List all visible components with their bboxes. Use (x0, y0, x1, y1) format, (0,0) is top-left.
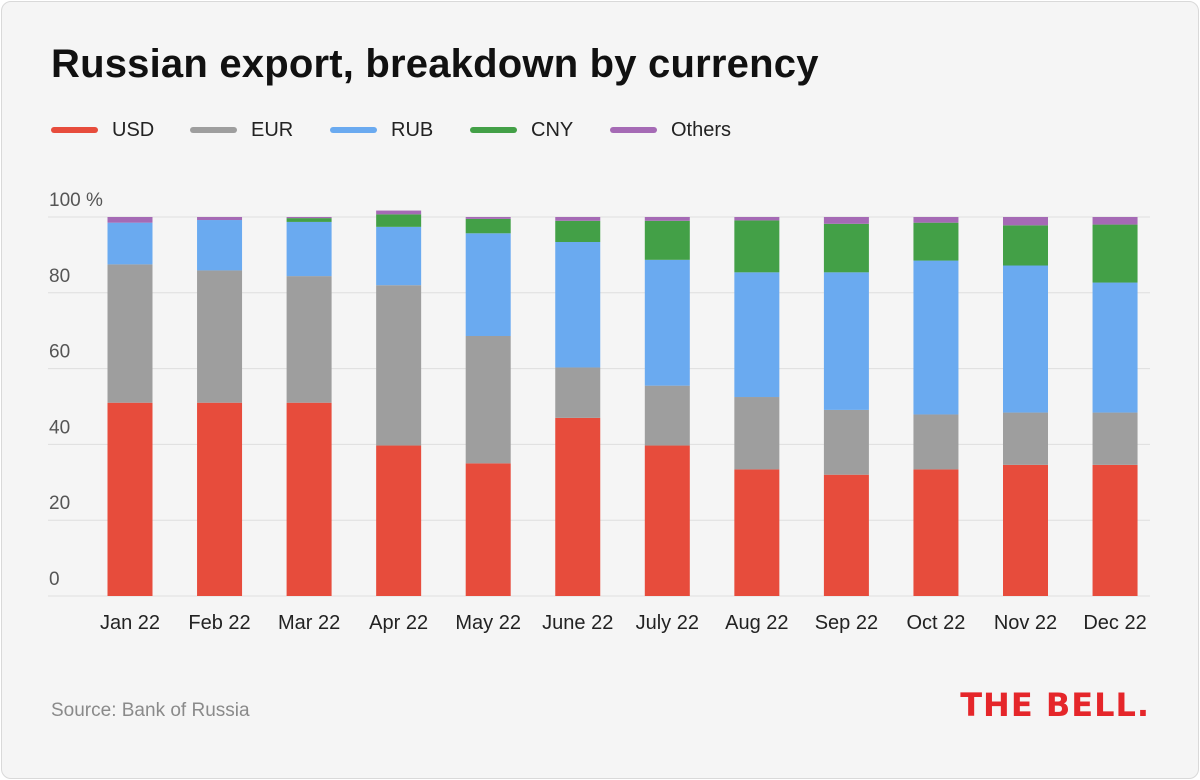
legend-label-others: Others (671, 119, 732, 141)
bar-segment-eur (465, 336, 511, 464)
x-tick-label: Nov 22 (994, 612, 1057, 634)
bar-segment-cny (1092, 224, 1138, 283)
legend-label-cny: CNY (531, 119, 574, 141)
legend-swatch-rub (330, 127, 377, 133)
x-tick-label: June 22 (542, 612, 613, 634)
bar-segment-usd (197, 402, 243, 596)
bar-segment-usd (1092, 464, 1138, 596)
bar-segment-usd (465, 463, 511, 596)
bar-segment-eur (286, 276, 332, 403)
bar-segment-cny (555, 220, 601, 243)
bar-segment-rub (913, 260, 959, 415)
bar-segment-others (197, 217, 243, 221)
bar-segment-rub (1003, 265, 1048, 413)
x-tick-label: Dec 22 (1083, 612, 1146, 634)
bar-segment-usd (376, 445, 422, 596)
bar-segment-rub (823, 272, 869, 410)
bar-segment-others (913, 217, 959, 223)
bar-segment-rub (1092, 282, 1138, 413)
legend-swatch-cny (470, 127, 517, 133)
y-tick-label: 40 (49, 417, 70, 438)
bar-segment-rub (644, 259, 690, 386)
x-tick-label: Aug 22 (725, 612, 788, 634)
bar-segment-eur (376, 285, 422, 446)
legend-swatch-eur (190, 127, 237, 133)
x-tick-label: Feb 22 (188, 612, 250, 634)
bar-segment-usd (644, 445, 690, 596)
x-tick-label: May 22 (455, 612, 521, 634)
x-tick-label: Jan 22 (100, 612, 160, 634)
bar-segment-others (734, 217, 780, 221)
bar-segment-others (644, 217, 690, 221)
bar-segment-others (107, 217, 153, 223)
bar-segment-eur (107, 264, 153, 403)
bar-segment-rub (286, 221, 332, 277)
legend-label-rub: RUB (391, 119, 434, 141)
bar-segment-cny (1003, 225, 1048, 266)
source-note: Source: Bank of Russia (51, 700, 250, 721)
legend-swatch-others (610, 127, 657, 133)
bar-segment-eur (197, 270, 243, 403)
bar-segment-eur (823, 409, 869, 475)
bar-segment-eur (1092, 412, 1138, 465)
bar-segment-others (286, 217, 332, 219)
bar-segment-usd (823, 474, 869, 596)
y-tick-label: 20 (49, 493, 70, 514)
x-tick-label: Mar 22 (278, 612, 340, 634)
bar-segment-rub (465, 233, 511, 337)
bar-segment-others (465, 217, 511, 219)
bar-segment-usd (1003, 464, 1048, 596)
y-tick-label: 80 (49, 266, 70, 287)
bar-segment-cny (376, 214, 422, 227)
bar-segment-rub (197, 220, 243, 271)
bar-segment-eur (1003, 412, 1048, 465)
x-tick-label: Sep 22 (815, 612, 878, 634)
legend-label-eur: EUR (251, 119, 294, 141)
bar-segment-usd (286, 402, 332, 596)
bar-segment-cny (286, 218, 332, 222)
bar-segment-rub (734, 272, 780, 398)
bar-segment-others (823, 217, 869, 224)
x-tick-label: July 22 (636, 612, 699, 634)
bar-segment-others (555, 217, 601, 221)
bar-segment-cny (465, 218, 511, 234)
bar-segment-cny (644, 220, 690, 260)
bar-segment-others (1092, 217, 1138, 225)
x-tick-label: Oct 22 (906, 612, 965, 634)
bar-segment-rub (376, 226, 422, 286)
y-tick-label: 0 (49, 569, 60, 590)
bar-segment-eur (913, 414, 959, 470)
x-tick-label: Apr 22 (369, 612, 428, 634)
bar-segment-rub (555, 242, 601, 368)
bar-segment-eur (555, 367, 601, 418)
bar-segment-others (1003, 217, 1048, 226)
bar-segment-usd (734, 469, 780, 596)
bar-segment-rub (107, 222, 153, 265)
bar-segment-eur (734, 397, 780, 470)
y-tick-label: 100 % (49, 190, 103, 211)
bar-segment-cny (913, 222, 959, 261)
bar-segment-usd (107, 402, 153, 596)
bar-segment-eur (644, 385, 690, 446)
brand-logo: THE BELL. (960, 686, 1150, 724)
bar-segment-cny (823, 223, 869, 273)
bar-segment-usd (913, 469, 959, 596)
bar-segment-usd (555, 417, 601, 596)
bar-segment-others (376, 210, 422, 215)
bar-segment-cny (734, 220, 780, 273)
y-tick-label: 60 (49, 342, 70, 363)
legend-swatch-usd (51, 127, 98, 133)
chart-title: Russian export, breakdown by currency (51, 42, 819, 86)
legend-label-usd: USD (112, 119, 155, 141)
